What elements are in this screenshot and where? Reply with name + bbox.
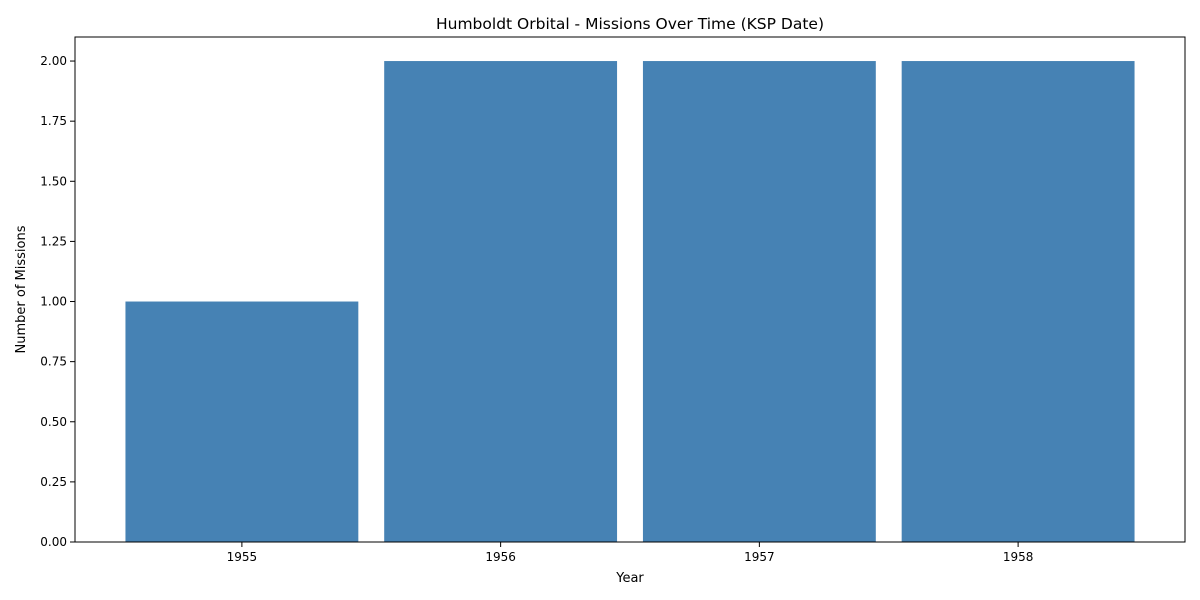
bar-1955 bbox=[125, 301, 359, 542]
y-axis-ticks: 0.00 0.25 0.50 0.75 1.00 1.25 1.50 1.75 2.00 bbox=[40, 54, 75, 549]
bar-1958 bbox=[901, 61, 1135, 543]
bar-1957 bbox=[642, 61, 876, 543]
y-tick-label: 0.00 bbox=[40, 535, 67, 549]
y-tick-label: 0.50 bbox=[40, 415, 67, 429]
y-tick-label: 1.75 bbox=[40, 114, 67, 128]
y-tick-label: 0.75 bbox=[40, 355, 67, 369]
y-tick-label: 1.25 bbox=[40, 234, 67, 248]
x-tick-label: 1955 bbox=[227, 550, 258, 564]
x-axis-ticks: 1955 1956 1957 1958 bbox=[227, 542, 1034, 564]
x-tick-label: 1957 bbox=[744, 550, 775, 564]
bars-group bbox=[125, 61, 1135, 543]
x-tick-label: 1956 bbox=[485, 550, 516, 564]
plot-frame bbox=[74, 36, 1186, 543]
x-tick-label: 1958 bbox=[1003, 550, 1034, 564]
chart-title: Humboldt Orbital - Missions Over Time (K… bbox=[436, 15, 824, 33]
y-tick-label: 2.00 bbox=[40, 54, 67, 68]
y-tick-label: 1.00 bbox=[40, 295, 67, 309]
x-axis-label: Year bbox=[615, 571, 644, 586]
y-tick-label: 0.25 bbox=[40, 475, 67, 489]
bar-1956 bbox=[384, 61, 618, 543]
y-tick-label: 1.50 bbox=[40, 174, 67, 188]
y-axis-label: Number of Missions bbox=[14, 225, 29, 353]
